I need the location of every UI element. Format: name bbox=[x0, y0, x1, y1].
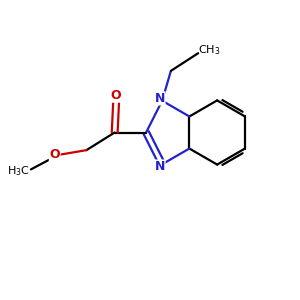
Text: O: O bbox=[50, 148, 60, 161]
Text: H$_3$C: H$_3$C bbox=[7, 164, 30, 178]
Text: CH$_3$: CH$_3$ bbox=[198, 43, 220, 57]
Text: N: N bbox=[154, 160, 165, 173]
Text: O: O bbox=[111, 89, 122, 102]
Text: N: N bbox=[154, 92, 165, 105]
